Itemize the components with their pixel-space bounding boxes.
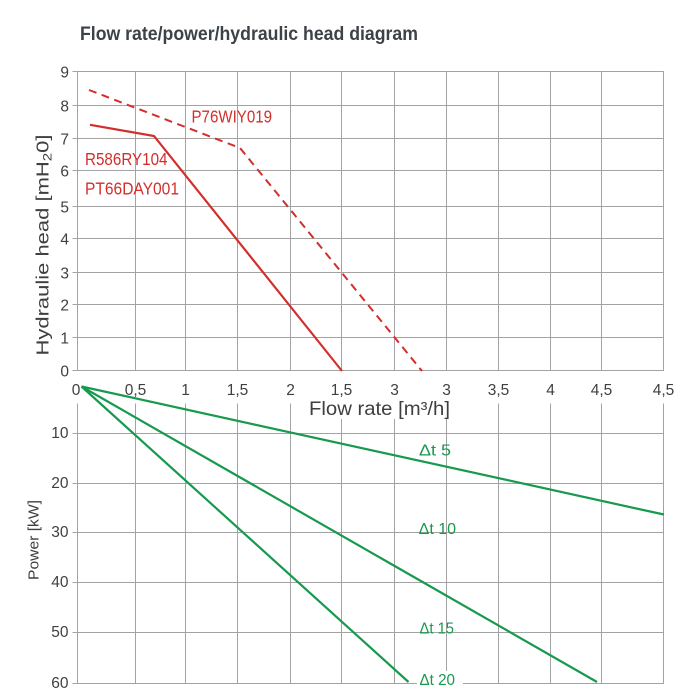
svg-text:5: 5 <box>60 199 69 216</box>
svg-text:1: 1 <box>181 382 190 399</box>
svg-text:2: 2 <box>286 382 295 399</box>
svg-text:9: 9 <box>60 64 69 81</box>
svg-text:PT66DAY001: PT66DAY001 <box>85 178 179 198</box>
svg-text:P76WIY019: P76WIY019 <box>192 106 273 126</box>
svg-text:R586RY104: R586RY104 <box>85 149 168 169</box>
svg-text:1: 1 <box>60 330 69 347</box>
svg-text:Δt 20: Δt 20 <box>420 672 456 689</box>
svg-text:Δt 5: Δt 5 <box>419 443 451 460</box>
svg-text:4,5: 4,5 <box>591 382 613 399</box>
svg-text:20: 20 <box>51 475 69 492</box>
svg-text:40: 40 <box>51 574 69 591</box>
svg-text:4: 4 <box>60 231 69 248</box>
svg-text:6: 6 <box>60 163 69 180</box>
svg-text:4,5: 4,5 <box>653 382 675 399</box>
svg-text:2: 2 <box>60 297 69 314</box>
svg-text:3,5: 3,5 <box>488 382 510 399</box>
svg-text:Δt 10: Δt 10 <box>419 521 457 538</box>
svg-text:3: 3 <box>442 382 451 399</box>
svg-text:Power [kW]: Power [kW] <box>27 500 43 580</box>
svg-text:Flow rate/power/hydraulic head: Flow rate/power/hydraulic head diagram <box>80 23 418 45</box>
svg-text:Flow rate [m³/h]: Flow rate [m³/h] <box>309 398 450 420</box>
svg-text:7: 7 <box>60 131 69 148</box>
svg-text:0,5: 0,5 <box>125 382 147 399</box>
svg-text:1,5: 1,5 <box>227 382 249 399</box>
svg-text:4: 4 <box>546 382 555 399</box>
svg-text:60: 60 <box>51 675 69 692</box>
svg-text:50: 50 <box>51 624 69 641</box>
svg-text:Δt 15: Δt 15 <box>420 621 455 638</box>
svg-text:8: 8 <box>60 98 69 115</box>
svg-text:30: 30 <box>51 524 69 541</box>
svg-text:10: 10 <box>51 425 69 442</box>
svg-text:0: 0 <box>72 382 81 399</box>
svg-text:Hydraulie head [mH20]: Hydraulie head [mH20] <box>33 134 55 355</box>
svg-text:3: 3 <box>60 265 69 282</box>
svg-text:0: 0 <box>60 363 69 380</box>
svg-text:1,5: 1,5 <box>331 382 353 399</box>
svg-text:3: 3 <box>390 382 399 399</box>
